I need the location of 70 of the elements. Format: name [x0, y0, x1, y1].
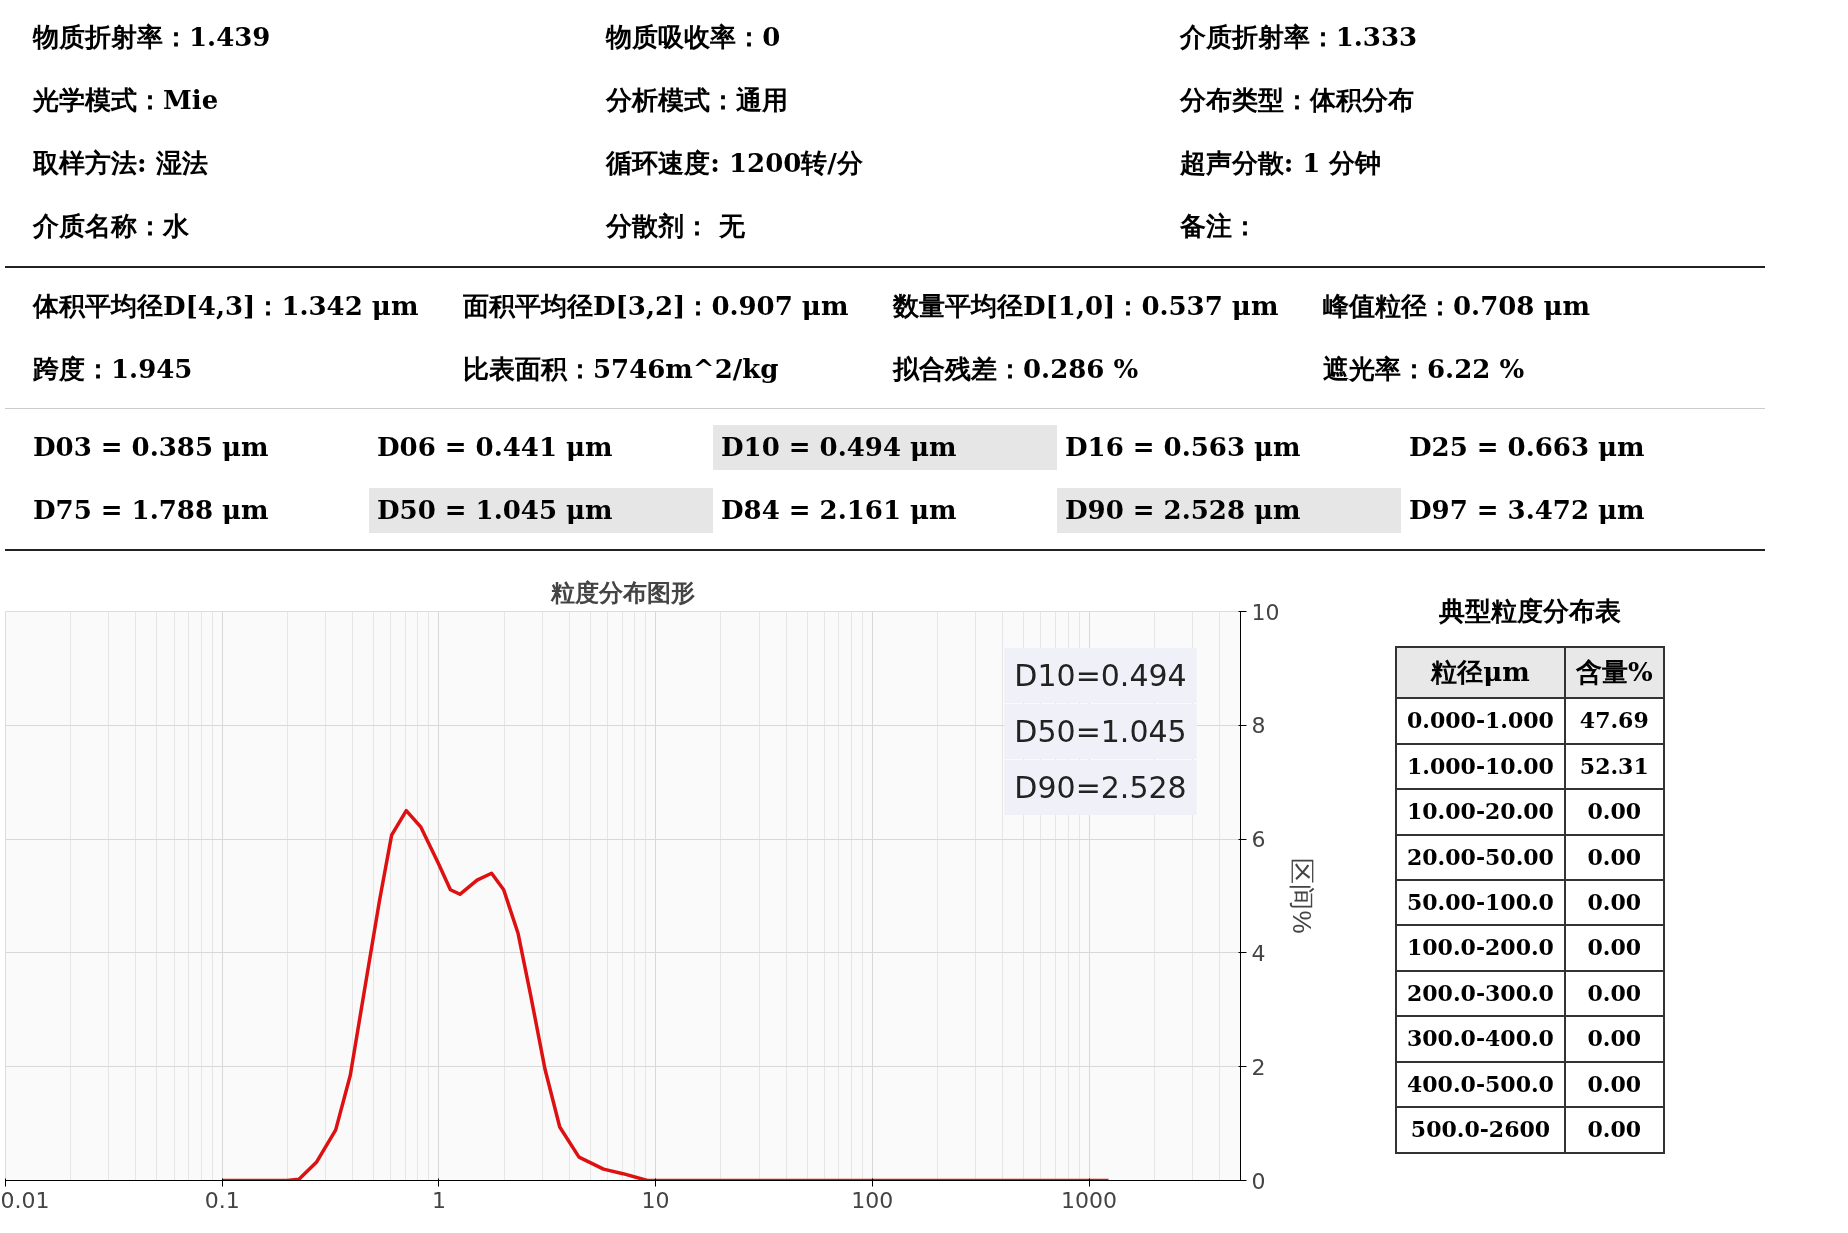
y-tick-label: 4 — [1251, 940, 1266, 966]
text: 比表面积：5746m^2/kg — [462, 352, 780, 386]
text: 20.00-50.00 — [1396, 834, 1565, 880]
y-axis-title: 区间% — [1287, 858, 1318, 934]
text: 超声分散: 1 分钟 — [1178, 147, 1383, 181]
text: 粒径μm — [1396, 647, 1565, 699]
text: 典型粒度分布表 — [1437, 595, 1622, 628]
text: 分散剂： 无 — [604, 210, 747, 244]
text: 分析模式：通用 — [604, 84, 790, 118]
text: 100.0-200.0 — [1396, 925, 1565, 971]
text: 拟合残差：0.286 % — [891, 352, 1140, 386]
text: 分布类型：体积分布 — [1178, 84, 1415, 118]
text: D16 = 0.563 μm — [1064, 430, 1302, 464]
text: D90 = 2.528 μm — [1057, 487, 1401, 534]
text: 峰值粒径：0.708 μm — [1322, 289, 1591, 323]
y-tick-label: 2 — [1251, 1054, 1266, 1080]
text: 0.00 — [1564, 970, 1664, 1017]
text: 取样方法: 湿法 — [32, 147, 209, 181]
text: 200.0-300.0 — [1396, 970, 1565, 1017]
annotation: D10=0.494 — [1014, 658, 1187, 693]
annotation: D50=1.045 — [1014, 714, 1187, 749]
text: 物质折射率：1.439 — [31, 21, 272, 54]
text: D84 = 2.161 μm — [720, 494, 958, 527]
text: D75 = 1.788 μm — [32, 494, 270, 527]
text: 500.0-2600 — [1396, 1107, 1565, 1153]
text: 300.0-400.0 — [1396, 1016, 1565, 1062]
text: 备注： — [1178, 210, 1259, 244]
text: 400.0-500.0 — [1396, 1061, 1565, 1108]
x-tick-label: 1000 — [1061, 1187, 1118, 1213]
text: 物质吸收率：0 — [604, 21, 782, 54]
text: 循环速度: 1200转/分 — [604, 147, 864, 181]
text: 0.00 — [1564, 879, 1664, 926]
x-tick-label: 0.01 — [0, 1187, 50, 1213]
text: 0.00 — [1564, 1107, 1664, 1153]
text: 介质名称：水 — [31, 210, 190, 244]
text: 数量平均径D[1,0]：0.537 μm — [891, 289, 1280, 323]
text: 50.00-100.0 — [1396, 879, 1565, 926]
text: 0.00 — [1564, 1061, 1664, 1108]
text: 0.00 — [1564, 834, 1664, 880]
text: D50 = 1.045 μm — [369, 487, 713, 534]
x-tick-label: 10 — [641, 1187, 670, 1213]
annotation: D90=2.528 — [1014, 770, 1187, 805]
text: 体积平均径D[4,3]：1.342 μm — [31, 289, 420, 323]
x-tick-label: 0.1 — [204, 1187, 240, 1213]
text: 跨度：1.945 — [32, 352, 194, 386]
y-tick-label: 0 — [1251, 1168, 1266, 1194]
text: 介质折射率：1.333 — [1178, 21, 1419, 54]
y-tick-label: 8 — [1251, 713, 1266, 739]
text: D06 = 0.441 μm — [376, 430, 614, 464]
text: 光学模式：Mie — [31, 84, 220, 118]
text: 含量% — [1564, 647, 1664, 699]
text: 0.00 — [1564, 789, 1664, 835]
text: 52.31 — [1564, 743, 1664, 790]
text: 10.00-20.00 — [1396, 789, 1565, 835]
text: D97 = 3.472 μm — [1408, 494, 1646, 527]
text: 面积平均径D[3,2]：0.907 μm — [462, 289, 850, 323]
text: 遮光率：6.22 % — [1322, 352, 1526, 386]
x-tick-label: 1 — [431, 1187, 446, 1213]
text: D10 = 0.494 μm — [713, 424, 1057, 470]
text: D03 = 0.385 μm — [32, 430, 270, 464]
text: 0.000-1.000 — [1396, 698, 1565, 744]
x-tick-label: 100 — [851, 1187, 894, 1213]
text: 0.00 — [1564, 1016, 1664, 1062]
text: 1.000-10.00 — [1396, 743, 1565, 790]
y-tick-label: 10 — [1251, 599, 1280, 625]
text: D25 = 0.663 μm — [1408, 430, 1646, 464]
text: 47.69 — [1564, 698, 1664, 744]
y-tick-label: 6 — [1251, 827, 1266, 853]
chart-title: 粒度分布图形 — [550, 577, 695, 607]
text: 0.00 — [1564, 925, 1664, 971]
